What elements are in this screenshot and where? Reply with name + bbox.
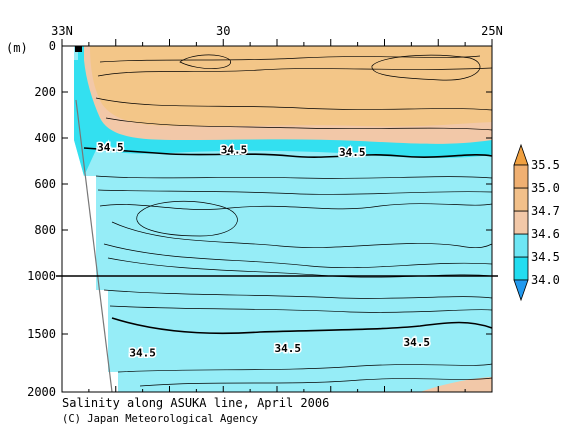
contour-label-3: 34.5 [339,146,366,159]
contour-label-6: 34.5 [404,336,431,349]
y-lower-label-1: 1500 [27,327,56,341]
contour-34-5-line-1 [83,147,493,158]
y-upper-label-3: 400 [34,131,56,145]
contour-label-5: 34.5 [275,342,302,355]
x-tick-label-3: 25N [481,24,503,38]
contour-line-7 [95,175,493,179]
colorbar-label-4: 34.7 [531,204,560,218]
colorbar-label-2: 34.5 [531,250,560,264]
contour-lines [75,46,493,393]
depth-unit-label: (m) [6,41,28,55]
contour-line-5 [179,54,231,69]
x-tick-label-2: 30 [216,24,230,38]
contour-34-5-line-2 [111,317,493,335]
contour-label-4: 34.5 [129,347,156,360]
chart-title: Salinity along ASUKA line, April 2006 [62,396,330,410]
contour-line-11 [111,221,493,249]
plot-area [62,46,492,392]
y-lower-label-2: 2000 [27,385,56,399]
y-upper-label-6: 1000 [27,269,56,283]
fill-high-salinity [90,46,492,127]
y-upper-label-1: 0 [49,39,56,53]
continental-slope-line [75,99,113,393]
contour-line-2 [97,67,493,77]
colorbar-segment-1 [513,256,529,281]
colorbar-extend-high [513,143,529,166]
contour-line-16 [117,363,493,373]
chart-credit: (C) Japan Meteorological Agency [62,413,258,425]
contour-line-15 [109,305,493,313]
y-upper-label-2: 200 [34,85,56,99]
contour-labels: 34.5 34.5 34.5 34.5 34.5 34.5 [96,140,432,361]
y-upper-label-5: 800 [34,223,56,237]
x-tick-label-1: 33N [51,24,73,38]
colorbar-label-6: 35.5 [531,158,560,172]
contour-line-10 [136,200,238,237]
colorbar-extend-low [513,279,529,302]
colorbar-label-5: 35.0 [531,181,560,195]
colorbar-label-3: 34.6 [531,227,560,241]
contour-line-1 [95,97,493,111]
axes: 33N 30 25N 0 200 400 600 800 1000 1500 2000 [27,24,503,399]
colorbar-segment-2 [513,233,529,258]
contour-line-4 [371,54,481,81]
colorbar-segment-4 [513,187,529,212]
colorbar-label-1: 34.0 [531,273,560,287]
contour-line-9 [99,203,493,210]
y-upper-label-4: 600 [34,177,56,191]
contour-label-2: 34.5 [221,144,248,157]
coastal-dark-patch [75,46,82,52]
contour-line-17 [139,377,493,387]
contour-line-3 [99,55,481,63]
contour-line-6 [105,117,493,131]
contour-line-8 [97,189,493,195]
colorbar-segment-3 [513,210,529,235]
colorbar: 34.0 34.5 34.6 34.7 35.0 35.5 [513,143,560,302]
contour-label-1: 34.5 [97,141,124,154]
colorbar-segment-5 [513,164,529,189]
contour-line-12 [103,243,493,269]
contour-line-14 [103,289,493,299]
